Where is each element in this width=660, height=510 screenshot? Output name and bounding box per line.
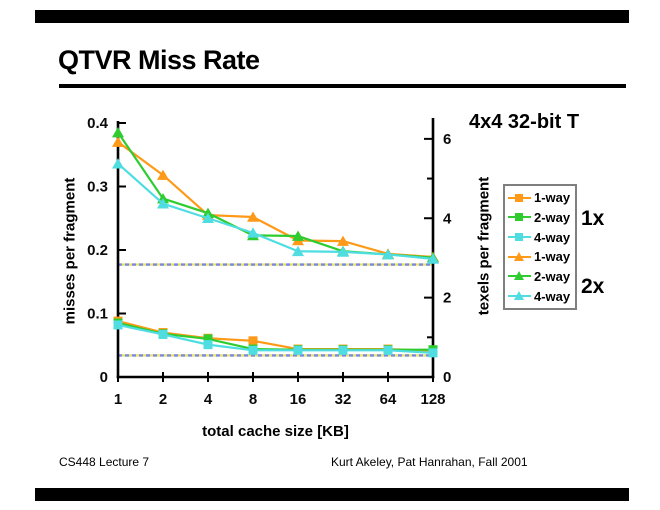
data-point: [293, 345, 303, 355]
data-point: [427, 253, 439, 264]
x-tick-label: 1: [114, 391, 122, 408]
data-point: [203, 340, 213, 350]
x-axis-label: total cache size [KB]: [202, 423, 349, 440]
legend-group-label-2x: 2x: [581, 275, 605, 298]
triangle-marker-icon: [508, 290, 531, 302]
x-tick-label: 4: [204, 391, 213, 408]
data-point: [338, 345, 348, 355]
x-tick-label: 128: [420, 391, 445, 408]
data-point: [203, 334, 213, 344]
data-point: [112, 127, 124, 138]
series-1x-4-way: [113, 320, 438, 358]
footer-authors: Kurt Akeley, Pat Hanrahan, Fall 2001: [331, 455, 528, 469]
title-underline: [59, 84, 626, 88]
data-point: [247, 227, 259, 238]
x-tick-label: 2: [159, 391, 167, 408]
triangle-marker-icon: [508, 251, 531, 263]
data-point: [158, 329, 168, 339]
right-tick-label: 2: [443, 290, 451, 307]
data-point: [337, 235, 349, 246]
data-point: [202, 212, 214, 224]
legend-item-2x-4-way: 4-way: [508, 287, 575, 305]
data-point: [382, 248, 394, 260]
legend-label: 2-way: [534, 209, 571, 225]
data-point: [157, 169, 169, 180]
left-tick-label: 0: [100, 369, 108, 386]
left-tick-label: 0.4: [87, 115, 109, 132]
data-point: [248, 336, 258, 346]
x-tick-label: 16: [290, 391, 307, 408]
legend: 1-way 2-way 4-way 1-way 2-way 4-way: [503, 184, 577, 310]
texel-format-annotation: 4x4 32-bit T: [469, 111, 580, 133]
triangle-marker-shape: [514, 271, 524, 281]
square-marker-shape: [515, 193, 523, 202]
left-tick-label: 0.3: [87, 179, 108, 196]
square-marker-shape: [515, 213, 523, 222]
left-y-axis-label: misses per fragment: [61, 177, 79, 325]
data-point: [112, 158, 124, 169]
legend-group-label-1x: 1x: [581, 207, 605, 230]
series-line: [117, 141, 434, 259]
legend-label: 2-way: [534, 268, 571, 284]
legend-label: 1-way: [534, 249, 571, 265]
left-tick-label: 0.2: [87, 242, 108, 259]
x-tick-label: 32: [335, 391, 352, 408]
data-point: [157, 198, 169, 209]
data-point: [112, 136, 124, 147]
legend-label: 4-way: [534, 229, 571, 245]
legend-item-1x-2-way: 2-way: [508, 208, 575, 226]
triangle-marker-icon: [508, 270, 531, 282]
legend-item-2x-2-way: 2-way: [508, 267, 575, 285]
square-marker-shape: [515, 233, 523, 242]
slide-title: QTVR Miss Rate: [58, 45, 260, 75]
top-border-bar: [35, 10, 629, 23]
data-point: [337, 246, 349, 257]
series-2x-4-way: [112, 158, 439, 264]
right-tick-label: 0: [443, 369, 451, 386]
data-point: [292, 245, 304, 257]
data-point: [248, 345, 258, 355]
series-line: [117, 131, 434, 259]
right-y-axis-label: texels per fragment: [475, 176, 493, 316]
left-tick-label: 0.1: [87, 306, 108, 323]
data-point: [113, 320, 123, 330]
x-tick-label: 64: [380, 391, 397, 408]
footer-course: CS448 Lecture 7: [59, 455, 150, 469]
legend-label: 4-way: [534, 288, 571, 304]
series-line: [117, 162, 434, 260]
legend-item-1x-1-way: 1-way: [508, 189, 575, 207]
triangle-marker-shape: [514, 251, 524, 261]
legend-item-2x-1-way: 1-way: [508, 248, 575, 266]
x-tick-label: 8: [249, 391, 257, 408]
square-marker-icon: [508, 192, 531, 204]
data-point: [292, 230, 304, 241]
data-point: [428, 348, 438, 358]
bottom-border-bar: [35, 488, 629, 501]
legend-item-1x-4-way: 4-way: [508, 228, 575, 246]
square-marker-icon: [508, 231, 531, 243]
series-line: [117, 323, 434, 354]
right-tick-label: 6: [443, 131, 451, 148]
data-point: [247, 211, 259, 222]
square-marker-icon: [508, 211, 531, 223]
right-tick-label: 4: [443, 210, 452, 227]
triangle-marker-shape: [514, 291, 524, 301]
legend-label: 1-way: [534, 190, 571, 206]
data-point: [383, 345, 393, 355]
